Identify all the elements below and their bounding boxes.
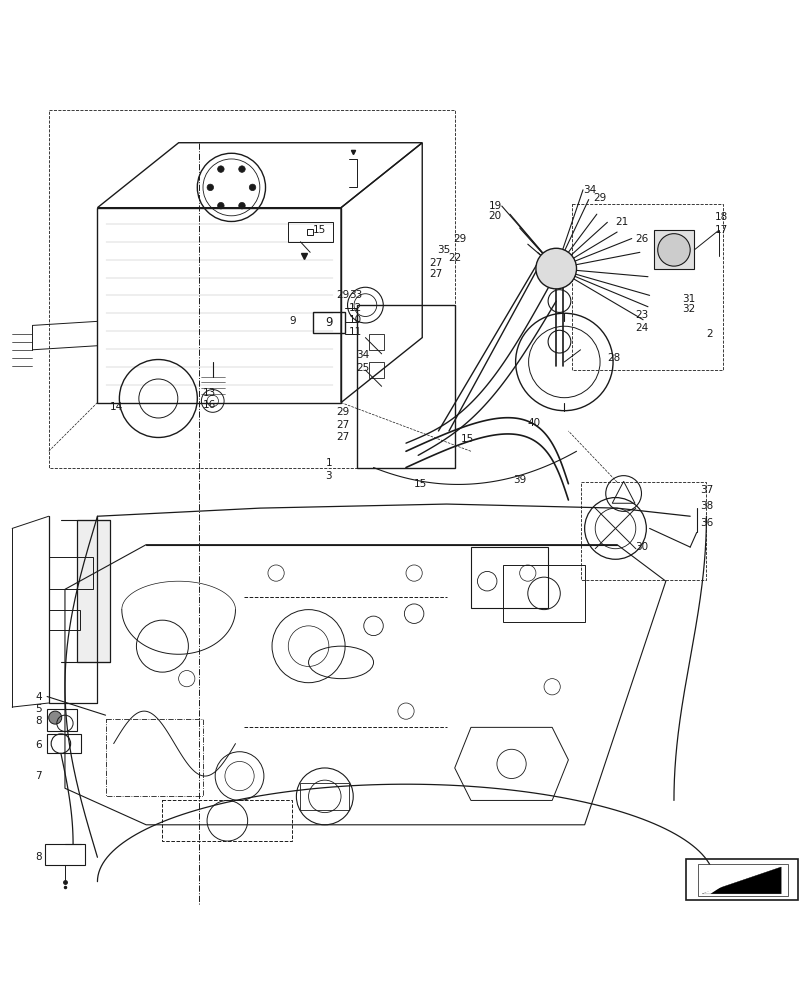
Text: 34: 34 bbox=[356, 350, 369, 360]
Circle shape bbox=[207, 184, 213, 191]
Text: 8: 8 bbox=[36, 852, 42, 862]
Bar bbox=[105, 719, 203, 796]
Polygon shape bbox=[697, 864, 787, 896]
Text: 29: 29 bbox=[336, 407, 349, 417]
Text: 21: 21 bbox=[615, 217, 628, 227]
Text: 8: 8 bbox=[36, 716, 42, 726]
Circle shape bbox=[217, 202, 224, 209]
Text: 22: 22 bbox=[448, 253, 461, 263]
Circle shape bbox=[217, 166, 224, 172]
Bar bbox=[312, 312, 345, 333]
Text: 27: 27 bbox=[429, 269, 442, 279]
Bar bbox=[49, 557, 93, 589]
Bar bbox=[77, 520, 109, 662]
Text: 25: 25 bbox=[356, 363, 369, 373]
Text: 27: 27 bbox=[336, 420, 349, 430]
Text: 31: 31 bbox=[681, 294, 694, 304]
Circle shape bbox=[249, 184, 255, 191]
Text: 15: 15 bbox=[461, 434, 474, 444]
Text: 11: 11 bbox=[349, 327, 362, 337]
Bar bbox=[369, 334, 384, 350]
Bar bbox=[580, 482, 706, 580]
Text: 38: 38 bbox=[699, 501, 712, 511]
Bar bbox=[572, 204, 722, 370]
Polygon shape bbox=[702, 883, 726, 894]
Text: 24: 24 bbox=[634, 323, 647, 333]
Circle shape bbox=[657, 234, 689, 266]
Text: 27: 27 bbox=[429, 258, 442, 268]
Text: 5: 5 bbox=[36, 704, 42, 714]
Text: 6: 6 bbox=[36, 740, 42, 750]
Polygon shape bbox=[702, 867, 780, 894]
Text: 39: 39 bbox=[513, 475, 526, 485]
Text: 27: 27 bbox=[336, 432, 349, 442]
Bar bbox=[49, 610, 79, 630]
Bar bbox=[300, 783, 349, 810]
Bar bbox=[470, 547, 547, 608]
Text: 23: 23 bbox=[634, 310, 647, 320]
Circle shape bbox=[535, 248, 576, 289]
Text: 15: 15 bbox=[414, 479, 427, 489]
Text: 20: 20 bbox=[488, 211, 501, 221]
Text: 34: 34 bbox=[582, 185, 595, 195]
Text: 9: 9 bbox=[324, 316, 333, 329]
Text: 26: 26 bbox=[634, 234, 647, 244]
Circle shape bbox=[238, 202, 245, 209]
Text: 9: 9 bbox=[289, 316, 295, 326]
Text: 15: 15 bbox=[313, 225, 326, 235]
Text: 40: 40 bbox=[527, 418, 540, 428]
Text: 13: 13 bbox=[203, 388, 216, 398]
Text: 33: 33 bbox=[349, 290, 362, 300]
Circle shape bbox=[49, 711, 62, 724]
Text: 37: 37 bbox=[699, 485, 712, 495]
Text: 28: 28 bbox=[607, 353, 620, 363]
Text: 32: 32 bbox=[681, 304, 694, 314]
Text: 19: 19 bbox=[488, 201, 501, 211]
Text: 4: 4 bbox=[36, 692, 42, 702]
Text: 29: 29 bbox=[336, 290, 349, 300]
Text: 1: 1 bbox=[326, 458, 333, 468]
Text: 12: 12 bbox=[349, 303, 362, 313]
Text: 2: 2 bbox=[706, 329, 712, 339]
Text: 10: 10 bbox=[349, 315, 362, 325]
Text: 30: 30 bbox=[634, 542, 647, 552]
Text: 14: 14 bbox=[110, 402, 123, 412]
Text: 35: 35 bbox=[437, 245, 450, 255]
Text: 7: 7 bbox=[36, 771, 42, 781]
Text: 18: 18 bbox=[714, 212, 727, 222]
Text: 29: 29 bbox=[592, 193, 605, 203]
Text: 3: 3 bbox=[324, 471, 331, 481]
Text: 29: 29 bbox=[453, 234, 466, 244]
Bar bbox=[685, 859, 797, 900]
Bar bbox=[369, 362, 384, 378]
Text: 16: 16 bbox=[203, 400, 216, 410]
Bar bbox=[49, 110, 454, 468]
Polygon shape bbox=[653, 230, 693, 269]
Text: 36: 36 bbox=[699, 518, 712, 528]
Text: 17: 17 bbox=[714, 225, 727, 235]
Circle shape bbox=[238, 166, 245, 172]
